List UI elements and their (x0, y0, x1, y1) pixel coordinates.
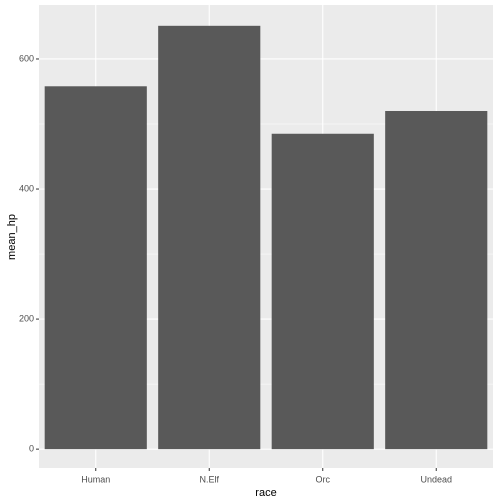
x-tick-label: Human (81, 474, 110, 484)
y-tick-label: 600 (19, 53, 34, 63)
bar (385, 110, 488, 450)
y-tick-label: 0 (29, 444, 34, 454)
y-axis-title: mean_hp (6, 214, 18, 260)
bar (44, 86, 147, 450)
x-tick-label: N.Elf (199, 474, 219, 484)
y-tick-label: 200 (19, 313, 34, 323)
x-axis-title: race (255, 487, 276, 499)
bar (271, 133, 374, 450)
x-tick-label: Undead (420, 474, 452, 484)
x-tick-label: Orc (316, 474, 331, 484)
y-tick-label: 400 (19, 183, 34, 193)
bar (158, 25, 261, 450)
